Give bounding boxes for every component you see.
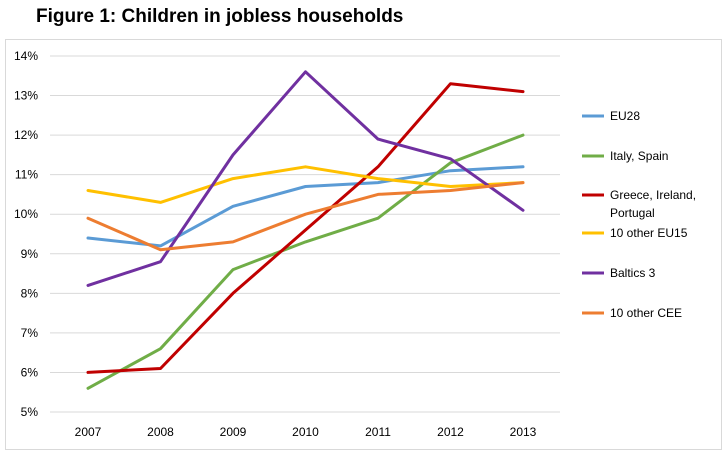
legend: EU28 Italy, Spain Greece, Ireland, Portugal… [582,109,696,320]
y-tick-label: 9% [21,247,39,261]
chart-title: Figure 1: Children in jobless households [36,6,404,27]
x-tick-label: 2008 [147,425,174,439]
series-line-eu28 [86,165,525,248]
y-tick-label: 5% [21,405,39,419]
legend-label: Italy, Spain [610,149,668,163]
series-line-baltics-3 [86,70,525,287]
series-line-10-other-cee [86,181,525,252]
y-tick-label: 13% [14,89,38,103]
legend-label: Greece, Ireland, [610,188,696,202]
y-tick-label: 10% [14,207,38,221]
series-line-greece-ireland-portugal [86,82,525,374]
y-tick-label: 14% [14,49,38,63]
y-tick-label: 12% [14,128,38,142]
y-tick-label: 8% [21,286,39,300]
chart-frame [5,39,722,450]
legend-label: Baltics 3 [610,266,656,280]
x-tick-label: 2013 [510,425,537,439]
series-lines [86,70,525,390]
legend-label: 10 other CEE [610,306,682,320]
series-line-10-other-eu15 [86,165,525,204]
legend-label: EU28 [610,109,640,123]
x-axis-ticks: 2007 2008 2009 2010 2011 2012 2013 [75,425,537,439]
x-tick-label: 2011 [365,425,391,439]
x-tick-label: 2012 [437,425,464,439]
y-tick-label: 7% [21,326,39,340]
legend-label: 10 other EU15 [610,226,688,240]
x-tick-label: 2007 [75,425,102,439]
y-tick-label: 11% [15,168,38,182]
series-line-italy-spain [86,133,525,390]
y-axis-ticks: 5% 6% 7% 8% 9% 10% 11% 12% 13% 14% [14,49,38,419]
x-tick-label: 2010 [292,425,319,439]
y-tick-label: 6% [21,365,39,379]
x-tick-label: 2009 [220,425,247,439]
legend-label: Portugal [610,206,655,220]
